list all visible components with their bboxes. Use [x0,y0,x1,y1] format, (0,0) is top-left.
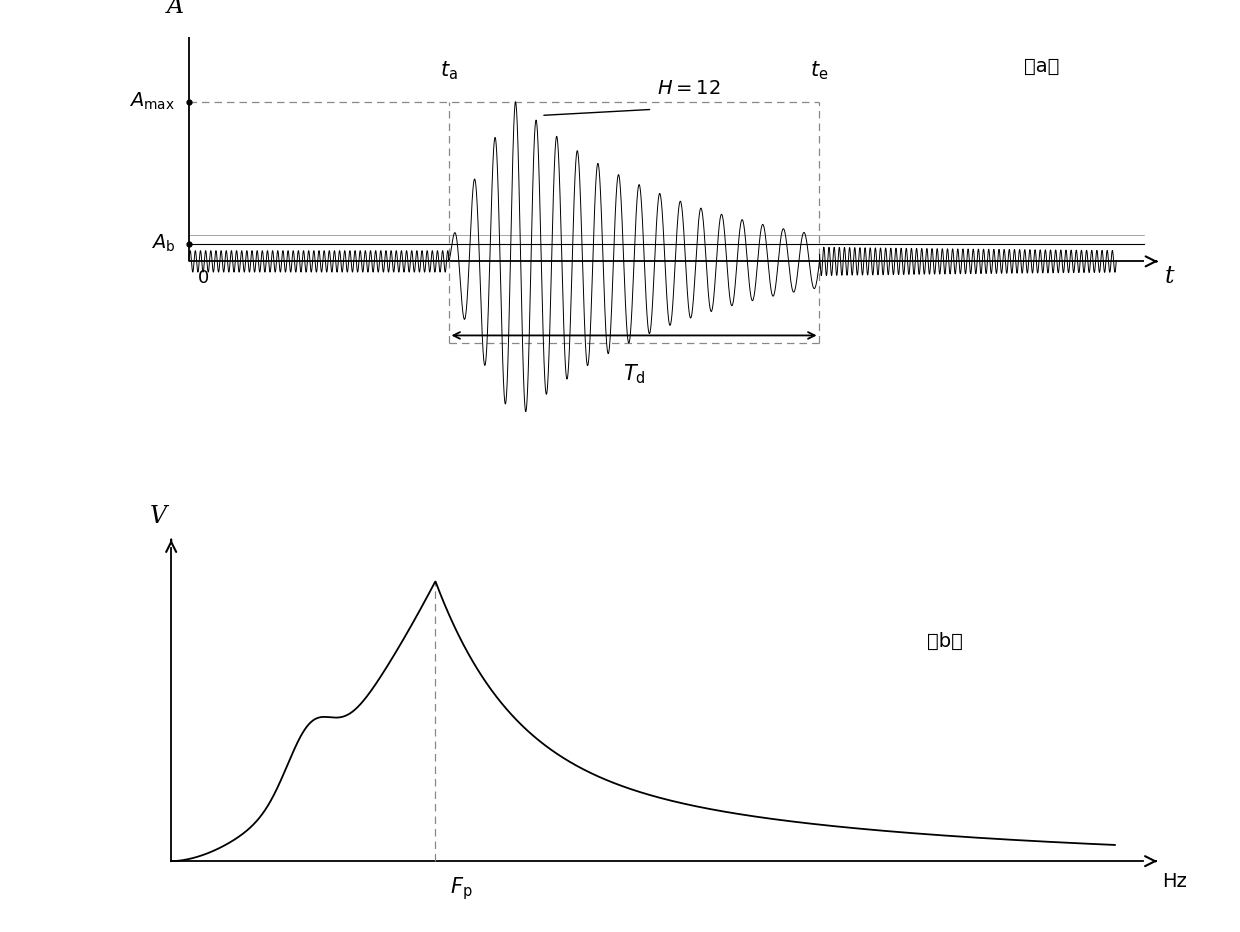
Text: $t_{\rm a}$: $t_{\rm a}$ [440,60,458,82]
Text: $A_{\rm max}$: $A_{\rm max}$ [129,91,175,112]
Text: $F_{\rm p}$: $F_{\rm p}$ [450,875,472,902]
Text: （a）: （a） [1024,57,1060,75]
Text: $T_{\rm d}$: $T_{\rm d}$ [622,363,645,387]
Text: Hz: Hz [1162,872,1187,891]
Text: t: t [1164,266,1174,288]
Text: 0: 0 [198,269,210,287]
Text: （b）: （b） [928,632,963,651]
Text: A: A [167,0,185,18]
Text: $H=12$: $H=12$ [657,80,720,98]
Text: $A_{\rm b}$: $A_{\rm b}$ [151,233,175,254]
Text: $t_{\rm e}$: $t_{\rm e}$ [810,60,828,82]
Text: V: V [150,505,166,528]
